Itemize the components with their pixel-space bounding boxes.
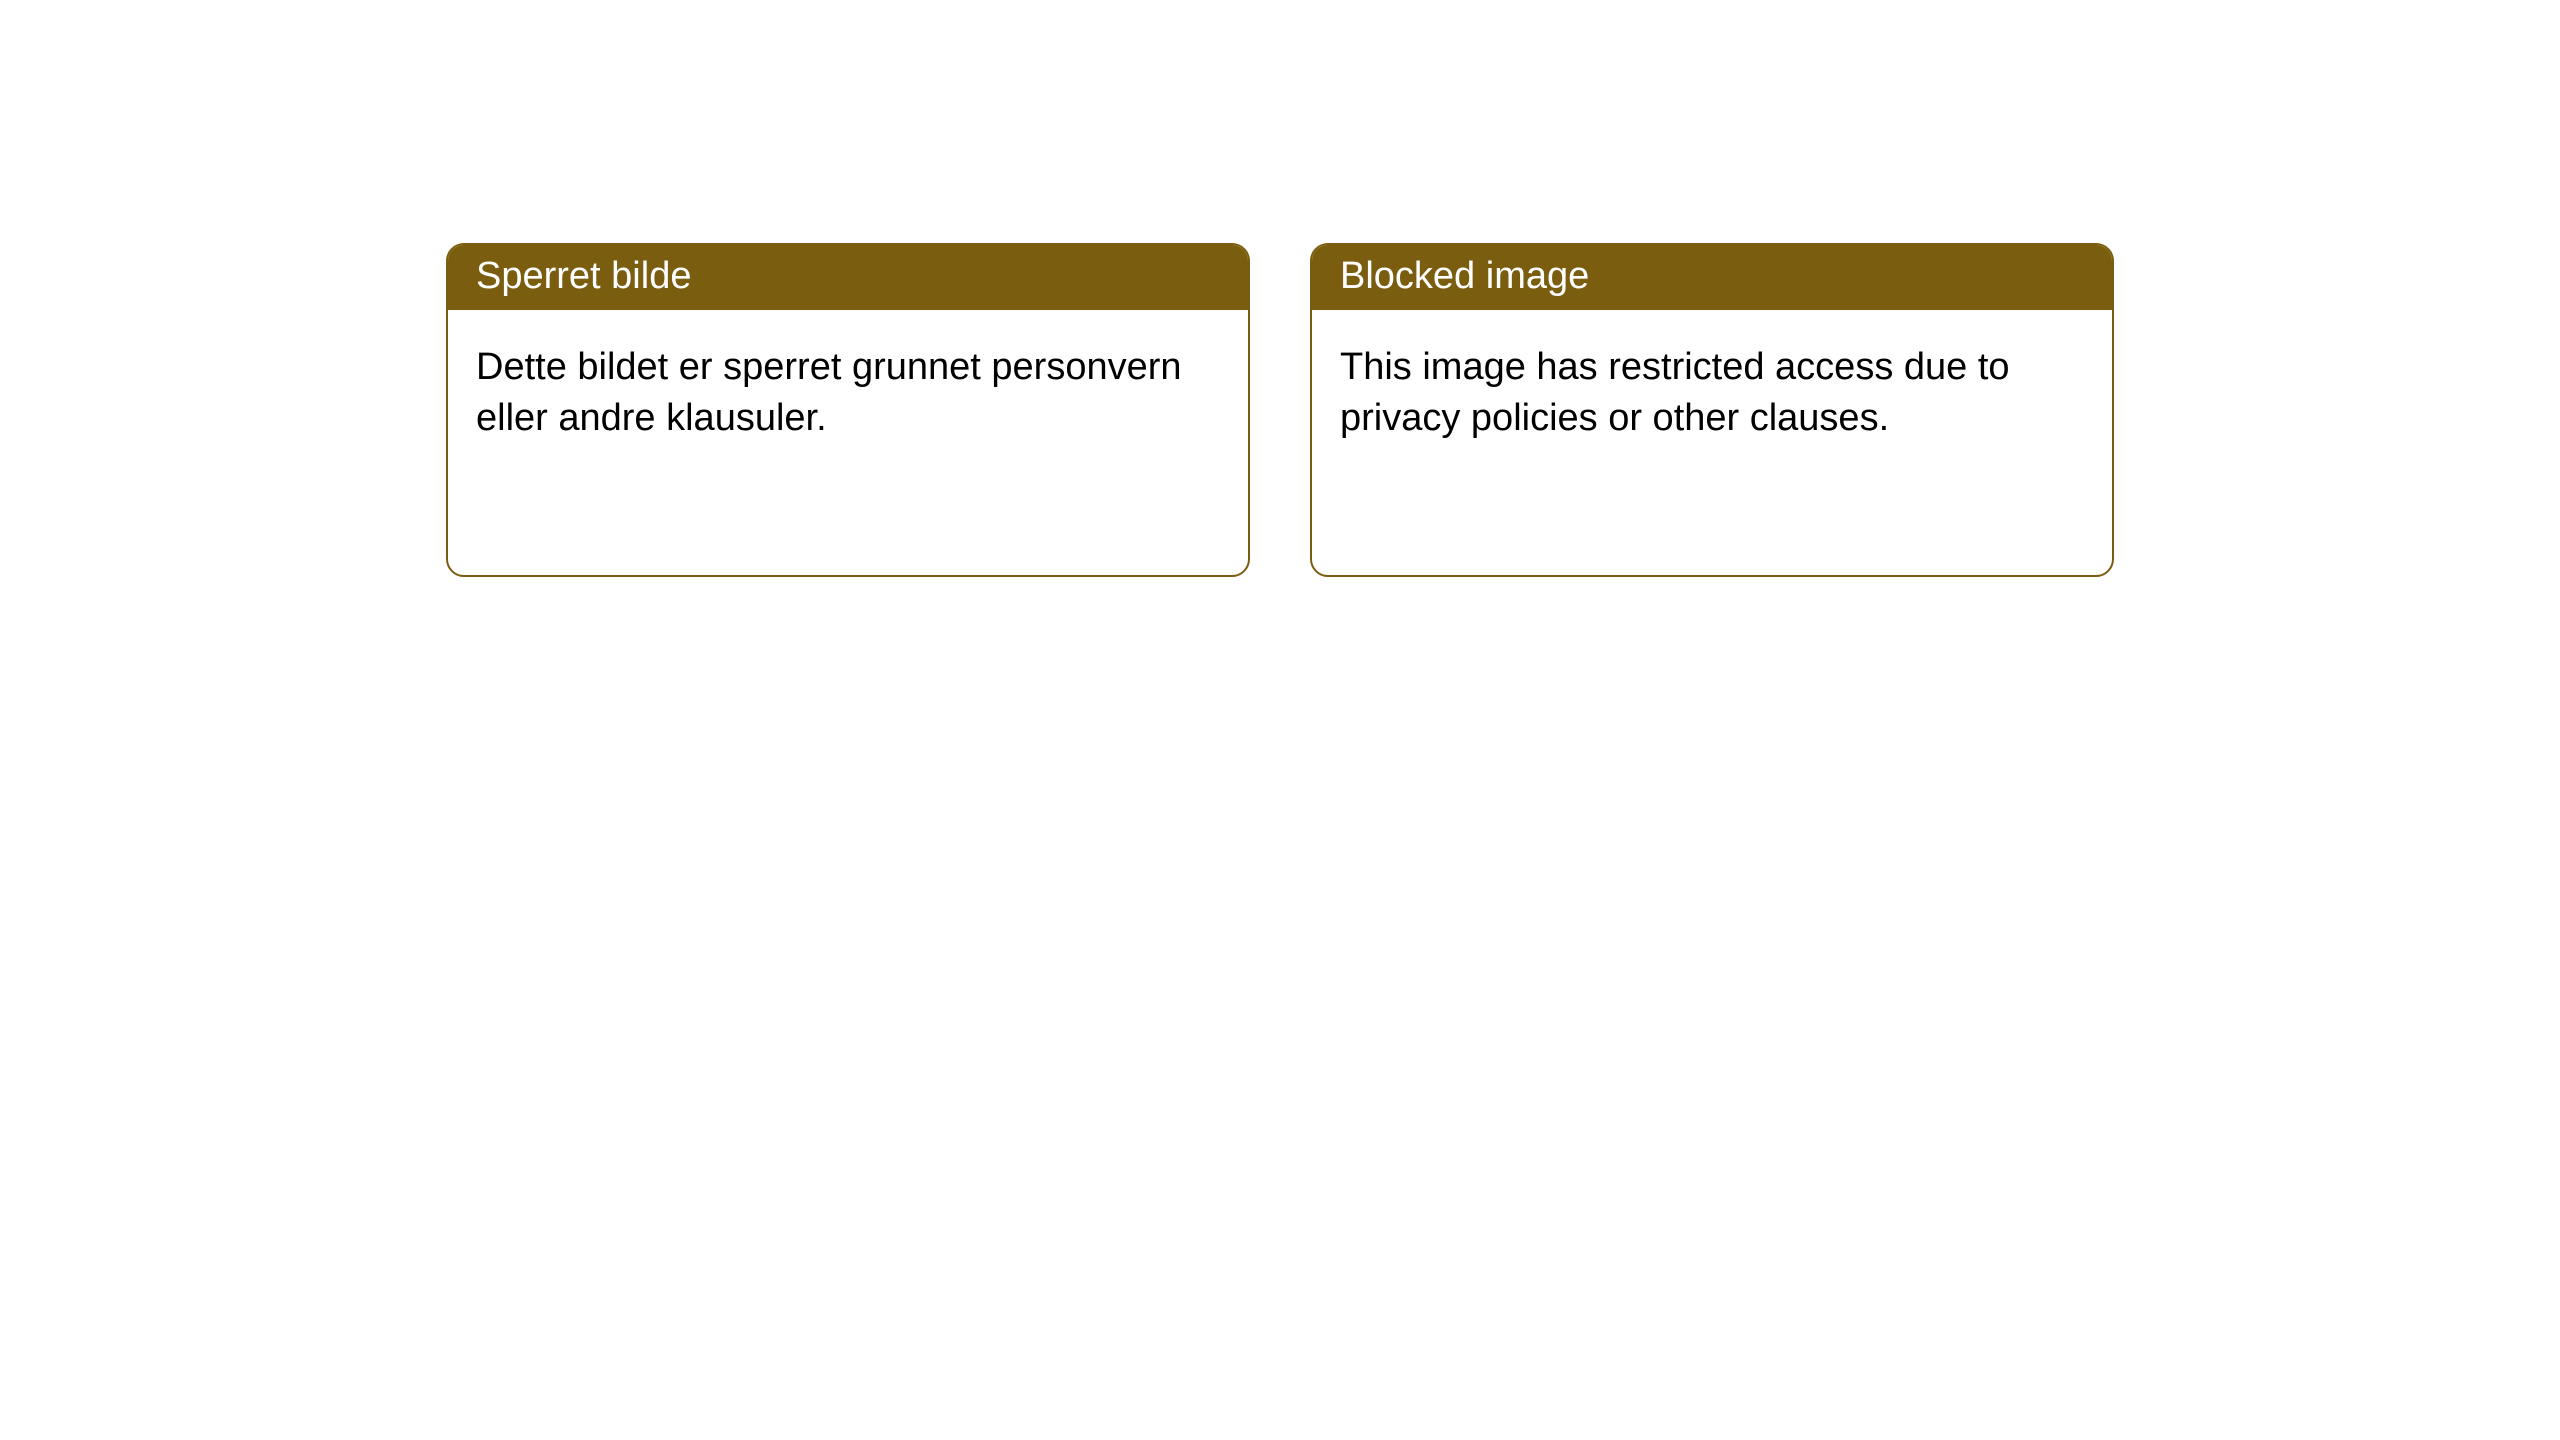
notice-card-body: Dette bildet er sperret grunnet personve… (448, 310, 1248, 473)
notice-card-english: Blocked image This image has restricted … (1310, 243, 2114, 577)
notice-card-title: Sperret bilde (448, 245, 1248, 310)
notice-card-norwegian: Sperret bilde Dette bildet er sperret gr… (446, 243, 1250, 577)
notice-card-title: Blocked image (1312, 245, 2112, 310)
notice-card-body: This image has restricted access due to … (1312, 310, 2112, 473)
notice-cards-container: Sperret bilde Dette bildet er sperret gr… (446, 243, 2560, 577)
